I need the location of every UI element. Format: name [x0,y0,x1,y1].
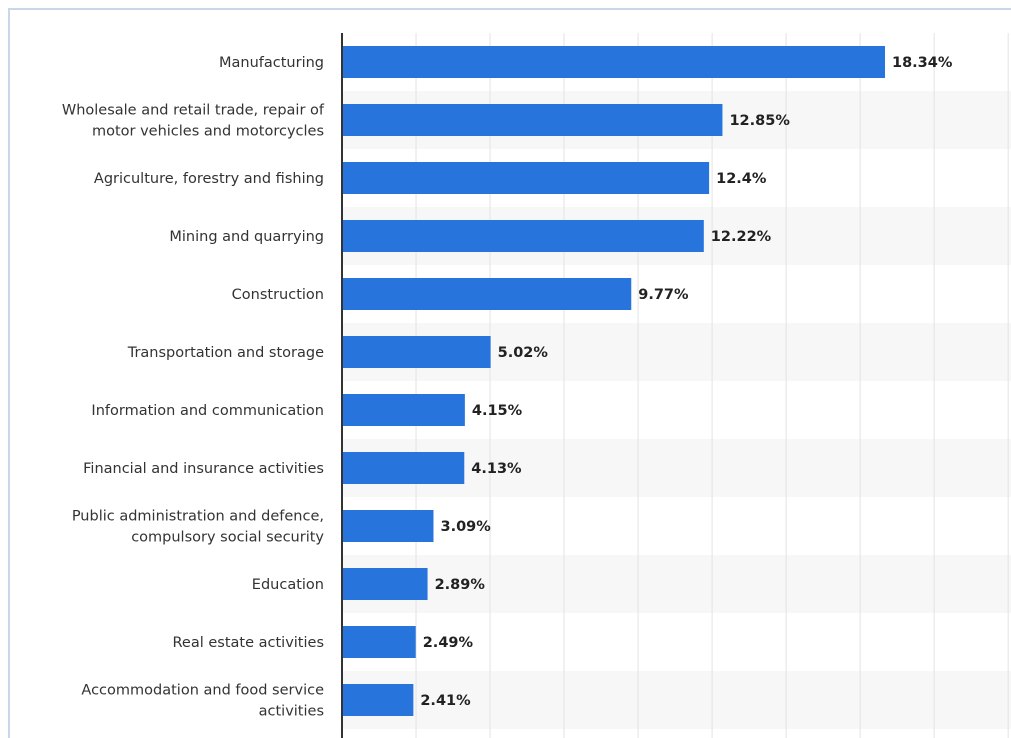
category-label: Information and communication [91,403,324,419]
bar[interactable] [342,626,416,658]
chart-frame: 18.34% 12.85% 12.4% 12.22% 9.77% 5.02% 4.15% 4.… [8,8,1011,738]
bar[interactable] [342,452,465,484]
category-label: Education [252,577,324,593]
bar[interactable] [342,336,491,368]
category-label: Manufacturing [219,55,324,71]
category-label: Financial and insurance activities [83,461,324,477]
value-label: 12.4% [716,171,767,187]
row-band [342,555,1011,613]
value-label: 2.49% [423,635,474,651]
bar[interactable] [342,220,704,252]
category-label: Construction [232,287,324,303]
bar-chart: 18.34% 12.85% 12.4% 12.22% 9.77% 5.02% 4.15% 4.… [62,33,1011,738]
bar[interactable] [342,278,632,310]
category-labels: Manufacturing Wholesale and retail trade,… [62,55,325,720]
bar[interactable] [342,162,710,194]
value-label: 12.85% [729,113,790,129]
gridlines [415,33,1009,738]
row-band [342,671,1011,729]
category-label: Real estate activities [173,635,325,651]
value-label: 4.15% [472,403,523,419]
category-label: Mining and quarrying [169,229,324,245]
value-label: 18.34% [892,55,953,71]
category-label: Wholesale and retail trade, repair of mot… [62,103,325,140]
category-label: Agriculture, forestry and fishing [94,171,324,187]
value-label: 2.41% [420,693,471,709]
bar[interactable] [342,510,434,542]
value-label: 4.13% [471,461,522,477]
category-label: Transportation and storage [127,345,324,361]
value-label: 2.89% [435,577,486,593]
bar[interactable] [342,104,723,136]
value-label: 3.09% [440,519,491,535]
bar[interactable] [342,568,428,600]
value-label: 9.77% [638,287,689,303]
bars [342,46,885,716]
bar[interactable] [342,684,414,716]
row-bands [342,91,1011,729]
bar[interactable] [342,394,465,426]
bar[interactable] [342,46,885,78]
category-label: Accommodation and food service activities [81,683,324,720]
value-label: 12.22% [711,229,772,245]
category-label: Public administration and defence, compul… [72,509,325,546]
value-labels: 18.34% 12.85% 12.4% 12.22% 9.77% 5.02% 4.15% 4.… [420,55,953,709]
value-label: 5.02% [498,345,549,361]
